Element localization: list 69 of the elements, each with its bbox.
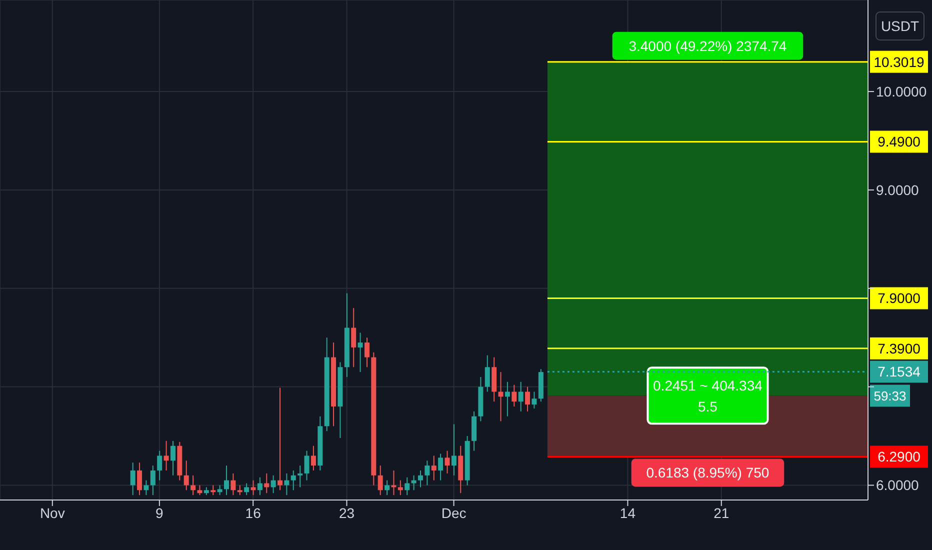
candlestick [190,474,196,496]
candlestick [150,465,156,496]
candlestick [424,460,430,486]
candlestick [184,460,189,491]
candlestick [210,484,216,496]
candlestick [384,480,390,496]
candlestick [304,450,310,481]
candlestick [170,440,176,476]
x-tick-label: 16 [245,504,262,521]
candlestick [164,440,169,471]
y-tick-label: 6.0000 [876,477,920,494]
text: 59:33 [874,388,906,404]
candlestick [137,462,142,496]
ref-line-label: 10.3019 [874,54,925,70]
y-axis-title: USDT [880,18,920,34]
annotation: 5.5 [698,398,718,415]
candlestick [244,482,250,496]
candlestick [197,484,202,496]
candlestick [404,476,410,496]
band-label: 3.4000 (49.22%) 2374.74 [628,38,787,54]
candlestick [518,381,524,412]
candlestick [144,480,149,496]
ref-line-label: 7.3900 [878,340,921,356]
ref-line-label: 7.9000 [878,290,921,306]
candlestick [504,381,510,417]
candlestick [512,384,517,407]
candlestick [532,391,537,409]
candlestick [157,450,162,481]
candlestick [484,354,490,392]
candlestick [418,470,423,488]
candlestick [431,455,436,481]
x-tick-label: 9 [156,504,164,521]
x-tick-label: Nov [40,504,65,521]
y-tick-label: 9.0000 [876,182,920,198]
candlestick [364,337,370,368]
candlestick [298,465,303,488]
candlestick [398,480,403,496]
x-tick-label: 23 [338,504,355,521]
candlestick [230,472,236,496]
candlestick [310,445,316,471]
ref-line-label: 9.4900 [878,134,921,150]
annotation: 0.2451 ~ 404.334 [653,378,763,394]
candlestick [270,474,276,494]
band-label: 0.6183 (8.95%) 750 [646,464,770,481]
candlestick [378,465,383,496]
candlestick [438,453,444,481]
candlestick [498,372,504,422]
x-tick-label: 14 [620,504,636,521]
y-tick-label: 10.0000 [876,84,927,100]
ref-line-label: 6.2900 [878,448,921,465]
candlestick [444,450,450,474]
candlestick [278,387,283,491]
candlestick [391,470,396,496]
candlestick [217,484,222,496]
candlestick [257,476,262,496]
candlestick [525,386,530,412]
x-tick-label: 21 [714,504,730,521]
candlestick [290,470,296,491]
candlestick [130,462,136,496]
ref-line-label: 7.1534 [878,364,921,380]
x-tick-label: Dec [441,504,466,521]
candlestick [351,308,356,368]
candlestick [237,484,242,496]
candlestick [224,465,229,496]
candlestick [250,480,256,496]
candlestick [358,332,363,373]
candlestick [411,474,416,491]
candlestick [451,424,456,476]
candlestick [284,472,290,496]
